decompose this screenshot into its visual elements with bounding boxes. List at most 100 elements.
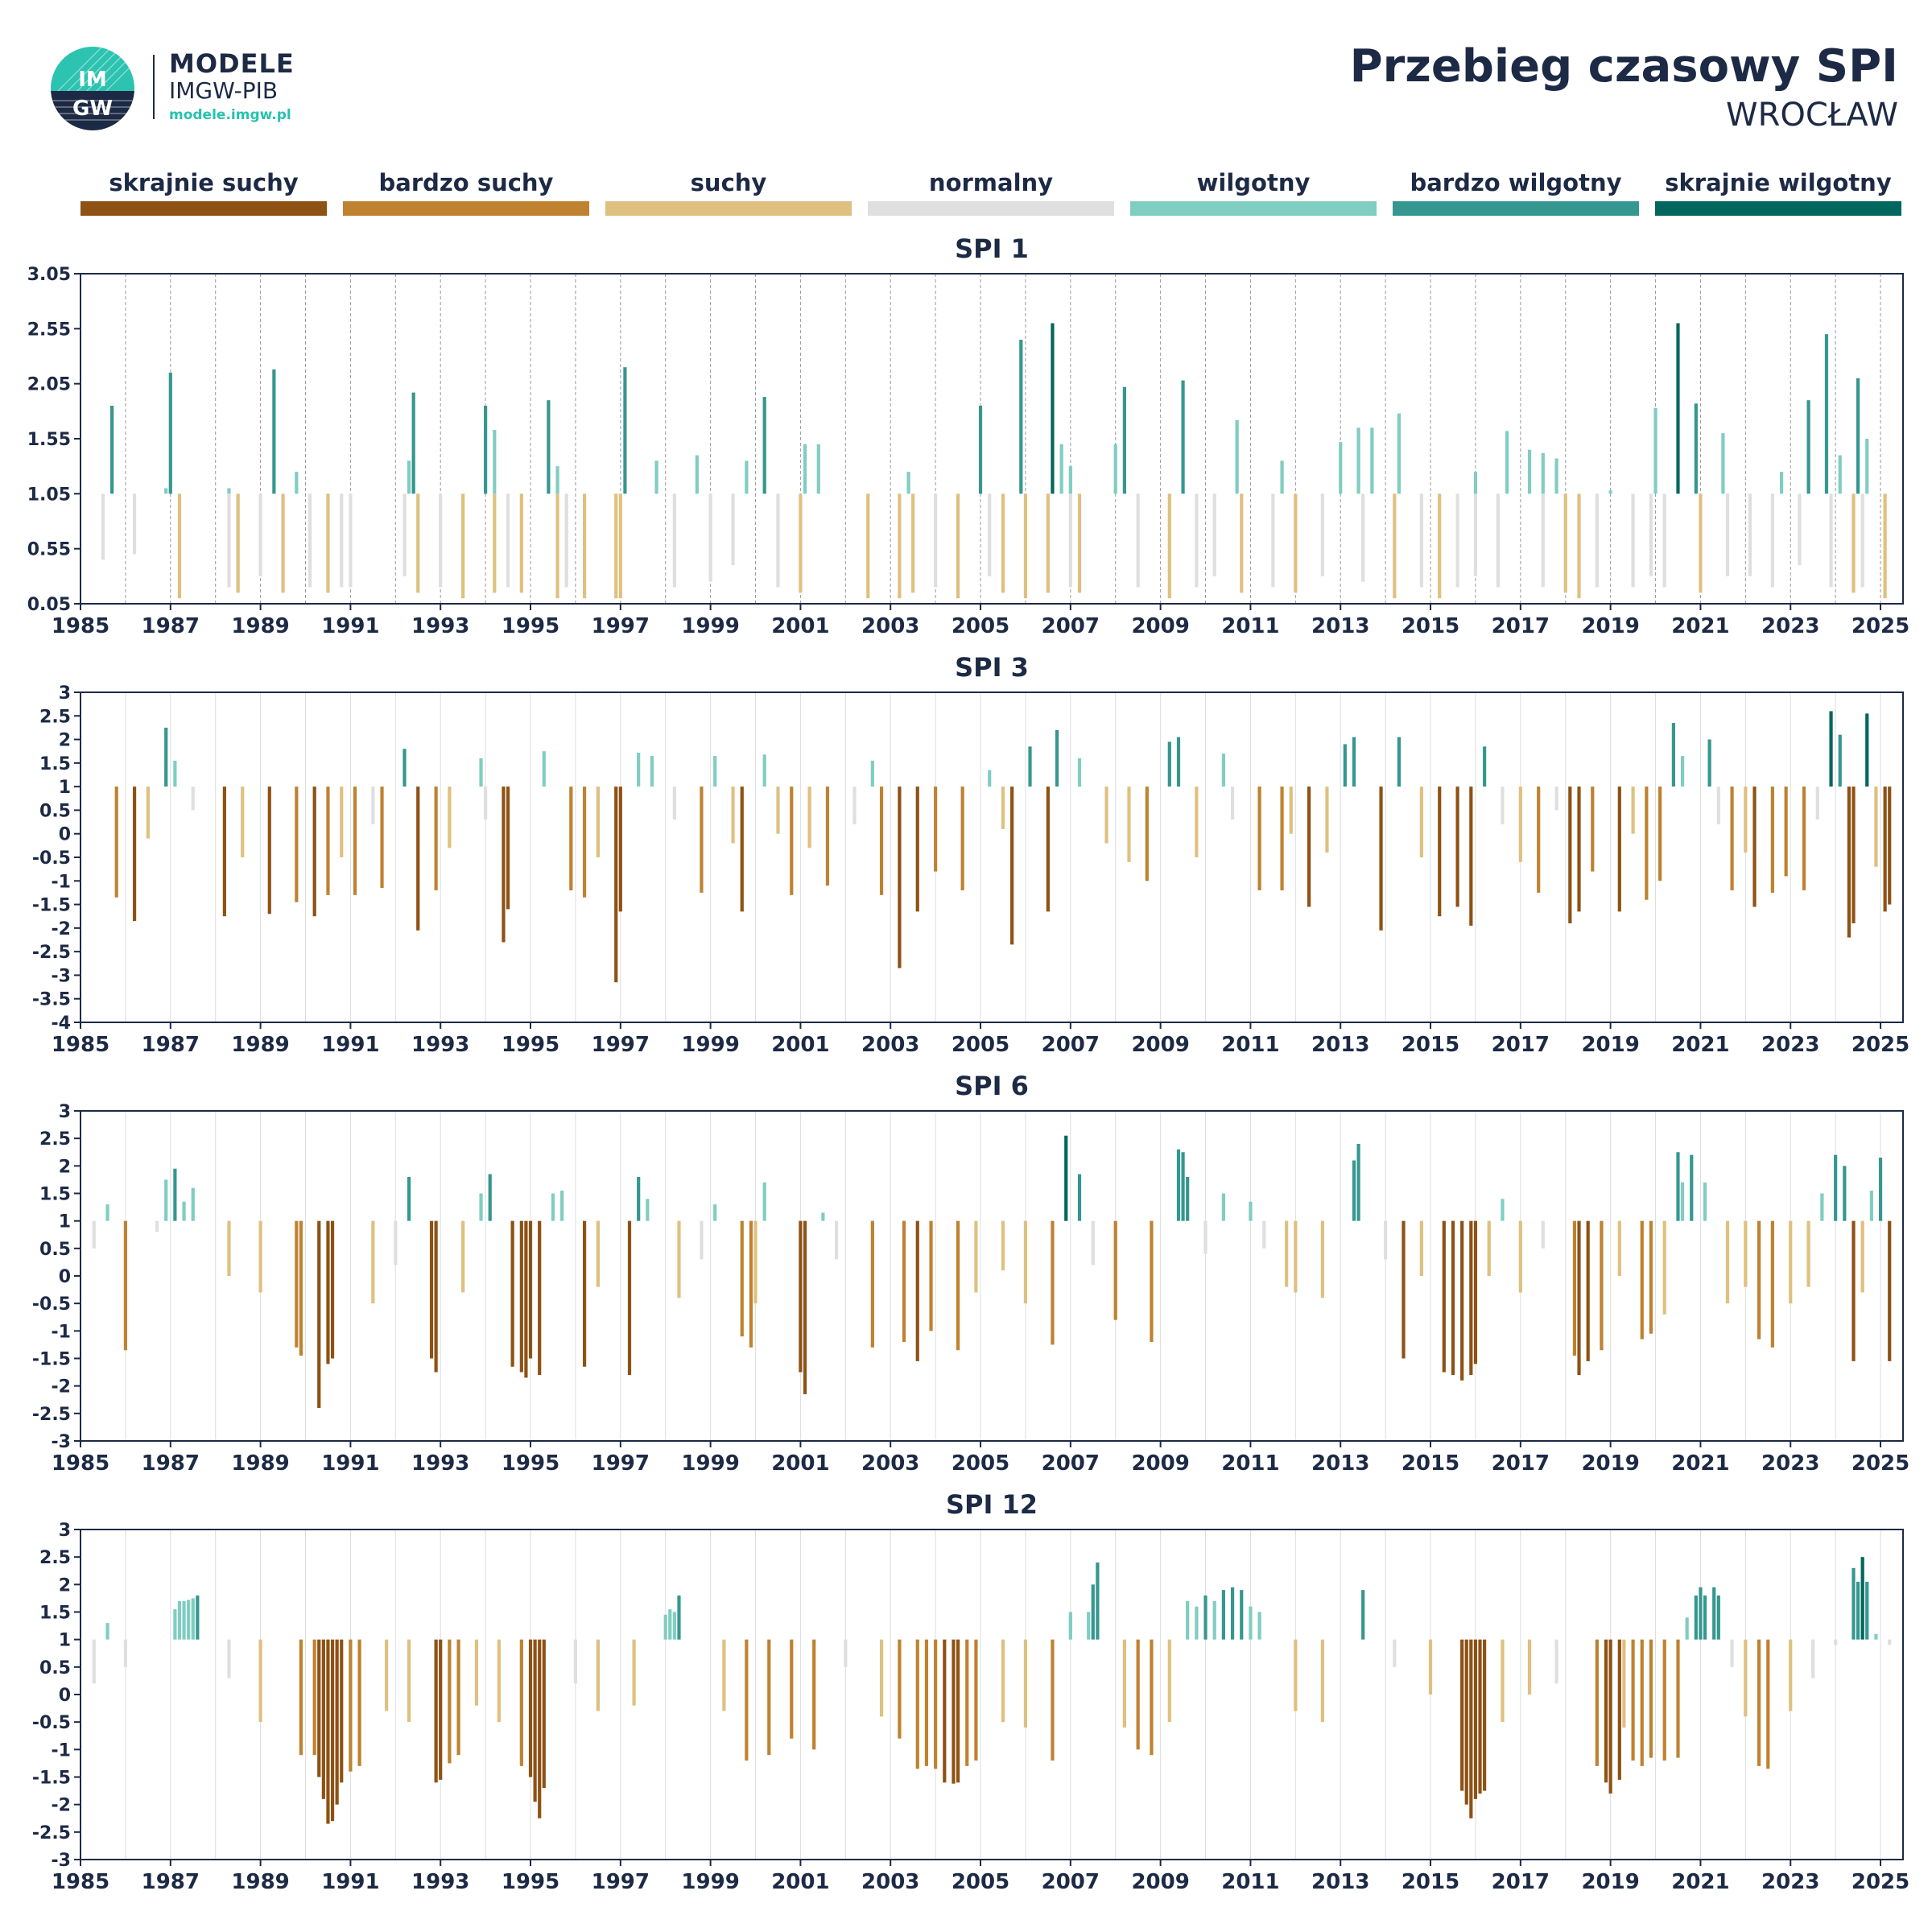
- spi-bar: [191, 786, 195, 811]
- spi-bar: [668, 1609, 672, 1640]
- x-tick-label: 2025: [1852, 1870, 1909, 1894]
- legend-swatch: [868, 201, 1114, 216]
- spi-bar: [1010, 786, 1014, 945]
- spi-bar: [618, 786, 622, 912]
- spi-bar: [1501, 1199, 1505, 1221]
- spi-bar: [898, 493, 902, 599]
- spi-bar: [1051, 1639, 1055, 1761]
- spi-bar: [614, 786, 618, 983]
- x-tick-label: 2003: [861, 1451, 919, 1476]
- spi-bar: [326, 493, 330, 593]
- x-tick-label: 2017: [1492, 1870, 1550, 1894]
- spi-bar: [1730, 1639, 1734, 1667]
- x-tick-label: 2007: [1042, 1033, 1100, 1057]
- spi-bar: [1136, 1639, 1140, 1750]
- spi-bar: [1212, 1600, 1216, 1640]
- spi-bar: [1289, 786, 1293, 834]
- spi-bar: [1257, 786, 1261, 890]
- spi-bar: [1838, 734, 1842, 787]
- spi-bar: [1402, 1220, 1406, 1359]
- spi-bar: [1460, 1639, 1464, 1791]
- spi-bar: [326, 1220, 330, 1364]
- spi-bar: [317, 1220, 321, 1408]
- spi-bar: [1212, 493, 1216, 576]
- spi-bar: [299, 1639, 303, 1756]
- spi-bar: [740, 1220, 744, 1337]
- spi-bar: [506, 493, 510, 588]
- x-tick-label: 1987: [142, 1870, 200, 1894]
- spi-bar: [879, 1639, 884, 1717]
- spi-bar: [1356, 1144, 1360, 1221]
- spi-bar: [182, 1201, 186, 1221]
- spi-bar: [573, 1639, 578, 1684]
- x-tick-label: 1997: [592, 614, 650, 638]
- spi-bar: [1257, 1612, 1261, 1640]
- spi-bar: [1725, 493, 1730, 576]
- spi-bar: [776, 493, 780, 588]
- spi-bar: [528, 1639, 533, 1777]
- spi-bar: [650, 756, 654, 787]
- spi-bar: [1068, 1612, 1072, 1640]
- x-tick-label: 1999: [681, 1870, 739, 1894]
- spi-bar: [569, 786, 573, 890]
- spi-bar: [1285, 1220, 1289, 1287]
- spi-bar: [258, 493, 262, 576]
- spi-bar: [731, 786, 735, 844]
- y-tick-label: -3: [52, 1432, 71, 1452]
- spi-bar: [295, 1220, 299, 1348]
- legend-label: wilgotny: [1196, 169, 1311, 196]
- spi-bar: [898, 1639, 902, 1739]
- spi-bar: [637, 1177, 641, 1221]
- y-tick-label: 0: [59, 825, 71, 845]
- spi-bar: [1051, 1220, 1055, 1345]
- spi-bar: [844, 1639, 848, 1667]
- spi-bar: [1262, 1220, 1266, 1249]
- plot-frame: [80, 1110, 1904, 1442]
- chart-title: SPI 3: [955, 652, 1029, 683]
- spi-bar: [1694, 403, 1698, 494]
- spi-bar: [448, 786, 452, 848]
- y-tick-label: 2: [59, 1157, 71, 1177]
- legend-item-bardzo-suchy: bardzo suchy: [343, 169, 589, 216]
- logo-text-bottom: GW: [72, 97, 113, 121]
- spi-bar: [1150, 1639, 1154, 1756]
- spi-bar: [1671, 723, 1675, 787]
- spi-bar: [1023, 493, 1028, 599]
- y-tick-label: -2.5: [32, 943, 71, 963]
- page-subtitle: WROCŁAW: [1726, 97, 1898, 134]
- spi-bar: [497, 1639, 501, 1723]
- spi-bar: [1428, 1639, 1433, 1695]
- spi-bar: [700, 786, 704, 893]
- x-tick-label: 2025: [1852, 1033, 1909, 1057]
- spi-bar: [852, 786, 857, 824]
- spi-bar: [934, 493, 938, 588]
- spi-bar: [582, 1220, 587, 1367]
- spi-bar: [1393, 493, 1397, 599]
- spi-bar: [1770, 1220, 1774, 1348]
- spi-bar: [1195, 493, 1199, 588]
- spi-bar: [1640, 1639, 1644, 1766]
- x-tick-label: 2011: [1221, 1033, 1279, 1057]
- spi-bar: [1703, 1182, 1707, 1221]
- spi-bar: [816, 444, 820, 494]
- y-tick-label: 0: [59, 1686, 71, 1706]
- spi-bar: [1055, 729, 1059, 787]
- spi-bar: [762, 397, 766, 494]
- spi-bar: [340, 493, 344, 588]
- spi-bar: [1617, 1639, 1621, 1780]
- spi-bar: [745, 460, 749, 494]
- spi-bar: [1203, 1596, 1208, 1640]
- x-tick-label: 2019: [1581, 614, 1639, 638]
- x-tick-label: 1995: [502, 1451, 559, 1476]
- plot-frame: [80, 1529, 1904, 1860]
- x-tick-label: 2009: [1131, 614, 1189, 638]
- spi-bar: [866, 493, 870, 599]
- spi-bar: [1113, 444, 1117, 494]
- x-tick-label: 2001: [771, 1033, 829, 1057]
- y-tick-label: 1.55: [27, 430, 71, 450]
- spi-bar: [960, 786, 964, 890]
- spi-bar: [191, 1187, 195, 1221]
- spi-bar: [1397, 737, 1402, 787]
- spi-bar: [1483, 746, 1487, 787]
- spi-bar: [582, 786, 587, 898]
